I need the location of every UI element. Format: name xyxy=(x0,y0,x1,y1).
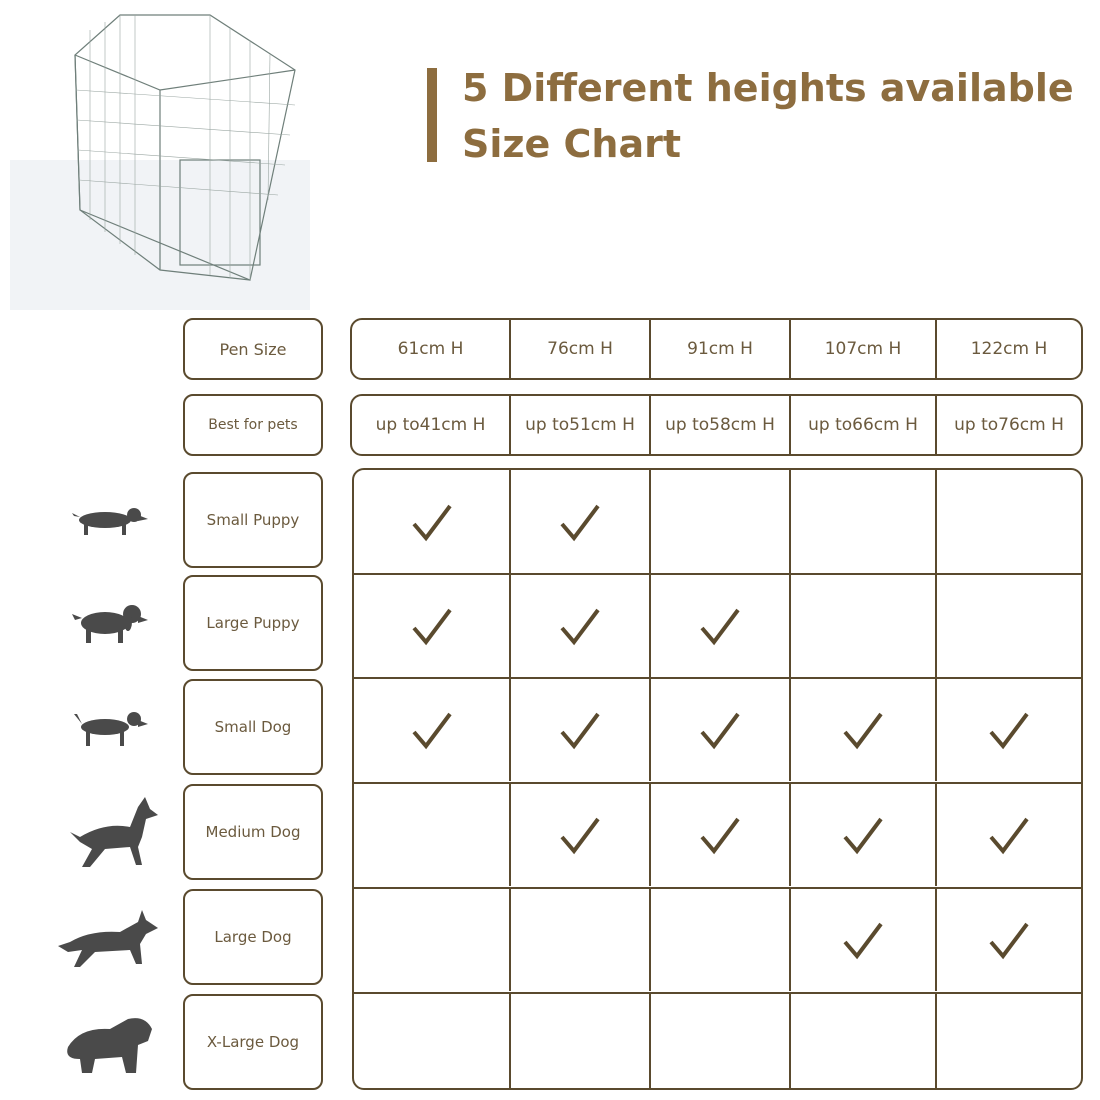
best-for-cell: up to 76cm H xyxy=(935,396,1081,454)
doberman-icon xyxy=(70,797,158,867)
pen-size-cell: 122cm H xyxy=(935,320,1081,378)
pen-size-label: Pen Size xyxy=(183,318,323,380)
table-cell xyxy=(935,679,1081,781)
spaniel-puppy-icon xyxy=(72,605,148,643)
checkmark-icon xyxy=(560,817,600,855)
table-cell xyxy=(649,889,789,991)
table-cell xyxy=(935,784,1081,886)
pen-size-cell: 91cm H xyxy=(649,320,789,378)
table-cell xyxy=(649,679,789,781)
table-cell xyxy=(509,575,649,677)
table-cell xyxy=(789,784,935,886)
best-for-line: up to xyxy=(808,414,853,435)
table-cell xyxy=(354,994,509,1088)
table-cell xyxy=(509,470,649,574)
table-cell xyxy=(789,470,935,574)
pen-size-cell: 61cm H xyxy=(397,338,464,359)
fluffy-dog-icon xyxy=(67,1018,152,1073)
checkmark-icon xyxy=(560,608,600,646)
table-row xyxy=(354,573,1081,677)
best-for-line: up to xyxy=(665,414,710,435)
best-for-line: 76cm H xyxy=(998,414,1064,435)
table-row xyxy=(354,470,1081,574)
table-cell xyxy=(509,889,649,991)
checkmark-icon xyxy=(700,817,740,855)
table-cell xyxy=(509,994,649,1088)
subtitle: Size Chart xyxy=(462,122,682,166)
best-for-line: 51cm H xyxy=(569,414,635,435)
suitability-grid xyxy=(352,468,1083,1090)
table-cell xyxy=(789,994,935,1088)
checkmark-icon xyxy=(989,817,1029,855)
best-for-cell: up to 51cm H xyxy=(509,396,649,454)
table-cell xyxy=(649,994,789,1088)
shepherd-icon xyxy=(58,910,158,967)
table-row xyxy=(354,992,1081,1088)
best-for-line: up to xyxy=(954,414,999,435)
best-for-line: 66cm H xyxy=(852,414,918,435)
checkmark-icon xyxy=(843,712,883,750)
title-accent-bar xyxy=(427,68,437,162)
best-for-line: up to xyxy=(375,414,420,435)
table-cell xyxy=(649,575,789,677)
dog-size-label: Medium Dog xyxy=(183,784,323,880)
checkmark-icon xyxy=(700,712,740,750)
table-row xyxy=(354,677,1081,781)
best-for-cell: up to 41cm H xyxy=(352,396,509,454)
dog-size-label: X-Large Dog xyxy=(183,994,323,1090)
dog-size-label: Small Dog xyxy=(183,679,323,775)
table-cell xyxy=(354,889,509,991)
table-cell xyxy=(789,889,935,991)
dog-size-label: Large Dog xyxy=(183,889,323,985)
checkmark-icon xyxy=(560,504,600,542)
table-cell xyxy=(509,784,649,886)
dog-size-label: Large Puppy xyxy=(183,575,323,671)
table-cell xyxy=(354,470,509,574)
headline: 5 Different heights available xyxy=(462,66,1074,110)
table-cell xyxy=(935,575,1081,677)
pen-size-cell: 107cm H xyxy=(789,320,935,378)
checkmark-icon xyxy=(989,922,1029,960)
table-cell xyxy=(354,679,509,781)
wire-pen-image xyxy=(10,14,310,310)
table-row xyxy=(354,887,1081,991)
checkmark-icon xyxy=(411,504,452,542)
checkmark-icon xyxy=(989,712,1029,750)
table-cell xyxy=(649,470,789,574)
table-cell xyxy=(789,575,935,677)
table-cell xyxy=(935,889,1081,991)
table-cell xyxy=(649,784,789,886)
checkmark-icon xyxy=(843,922,883,960)
best-for-cell: up to 66cm H xyxy=(789,396,935,454)
checkmark-icon xyxy=(411,712,452,750)
checkmark-icon xyxy=(411,608,452,646)
best-for-line: 58cm H xyxy=(709,414,775,435)
table-cell xyxy=(354,575,509,677)
table-cell xyxy=(509,679,649,781)
dog-size-label: Small Puppy xyxy=(183,472,323,568)
small-dog-icon xyxy=(74,712,148,746)
dachshund-puppy-icon xyxy=(72,508,148,535)
best-for-line: up to xyxy=(525,414,570,435)
table-cell xyxy=(789,679,935,781)
checkmark-icon xyxy=(560,712,600,750)
table-cell xyxy=(935,994,1081,1088)
table-row xyxy=(354,782,1081,886)
pen-size-cell: 76cm H xyxy=(509,320,649,378)
table-cell xyxy=(935,470,1081,574)
checkmark-icon xyxy=(700,608,740,646)
checkmark-icon xyxy=(843,817,883,855)
best-for-cell: up to 58cm H xyxy=(649,396,789,454)
best-for-pets-label: Best for pets xyxy=(183,394,323,456)
best-for-line: 41cm H xyxy=(419,414,486,435)
pen-size-row: 61cm H 76cm H 91cm H 107cm H 122cm H xyxy=(350,318,1083,380)
table-cell xyxy=(354,784,509,886)
